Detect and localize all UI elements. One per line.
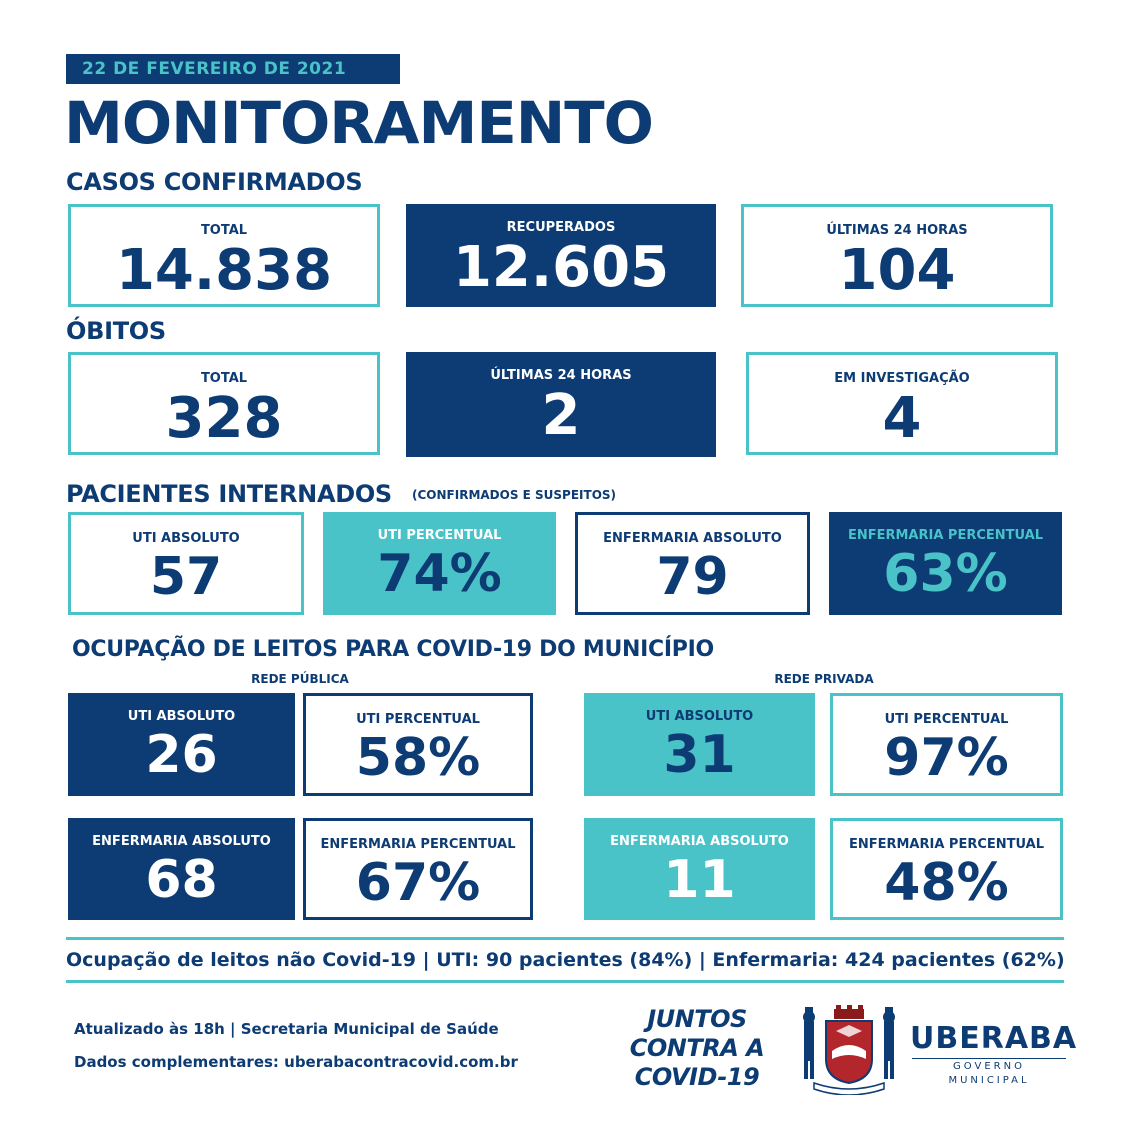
card-label: UTI ABSOLUTO bbox=[127, 709, 236, 724]
section-title-casos: CASOS CONFIRMADOS bbox=[66, 168, 363, 196]
card-value: 63% bbox=[883, 544, 1008, 604]
card-value: 31 bbox=[663, 725, 736, 785]
card-label: UTI PERCENTUAL bbox=[356, 712, 480, 727]
internados-enf-pct-card: ENFERMARIA PERCENTUAL 63% bbox=[829, 512, 1062, 615]
card-label: ENFERMARIA ABSOLUTO bbox=[610, 834, 789, 849]
gov-divider bbox=[912, 1058, 1066, 1059]
card-label: UTI ABSOLUTO bbox=[645, 709, 754, 724]
juntos-line-3: COVID-19 bbox=[634, 1063, 760, 1091]
card-label: ÚLTIMAS 24 HORAS bbox=[826, 223, 968, 238]
card-value: 11 bbox=[663, 850, 736, 910]
obitos-investigacao-card: EM INVESTIGAÇÃO 4 bbox=[746, 352, 1058, 455]
data-link[interactable]: Dados complementares: uberabacontracovid… bbox=[74, 1053, 518, 1071]
card-value: 26 bbox=[145, 725, 218, 785]
rede-publica-label: REDE PÚBLICA bbox=[251, 672, 349, 686]
card-label: EM INVESTIGAÇÃO bbox=[834, 371, 970, 386]
internados-enf-abs-card: ENFERMARIA ABSOLUTO 79 bbox=[575, 512, 810, 615]
city-name: UBERABA bbox=[910, 1021, 1078, 1056]
card-value: 14.838 bbox=[115, 238, 333, 303]
card-label: ENFERMARIA PERCENTUAL bbox=[847, 528, 1044, 543]
rede-privada-label: REDE PRIVADA bbox=[774, 672, 874, 686]
updated-info: Atualizado às 18h | Secretaria Municipal… bbox=[74, 1020, 499, 1038]
section-title-obitos: ÓBITOS bbox=[66, 317, 166, 345]
card-value: 48% bbox=[884, 853, 1009, 913]
internados-uti-abs-card: UTI ABSOLUTO 57 bbox=[68, 512, 304, 615]
section-title-ocupacao: OCUPAÇÃO DE LEITOS PARA COVID-19 DO MUNI… bbox=[72, 637, 714, 662]
page-title: MONITORAMENTO bbox=[64, 89, 654, 157]
card-label: UTI PERCENTUAL bbox=[884, 712, 1009, 727]
card-label: UTI ABSOLUTO bbox=[132, 531, 240, 546]
section-title-internados: PACIENTES INTERNADOS bbox=[66, 480, 392, 508]
obitos-total-card: TOTAL 328 bbox=[68, 352, 380, 455]
card-value: 97% bbox=[884, 728, 1009, 788]
card-label: ÚLTIMAS 24 HORAS bbox=[490, 368, 632, 383]
card-label: TOTAL bbox=[200, 223, 248, 238]
card-label: ENFERMARIA PERCENTUAL bbox=[848, 837, 1045, 852]
juntos-line-2: CONTRA A bbox=[629, 1034, 765, 1062]
publica-enf-abs-card: ENFERMARIA ABSOLUTO 68 bbox=[68, 818, 295, 920]
coat-of-arms-icon bbox=[796, 1003, 904, 1096]
card-label: UTI PERCENTUAL bbox=[377, 528, 502, 543]
noncovid-occupancy: Ocupação de leitos não Covid-19 | UTI: 9… bbox=[66, 949, 1065, 971]
card-label: TOTAL bbox=[200, 371, 248, 386]
card-value: 57 bbox=[149, 547, 223, 607]
section-note: (CONFIRMADOS E SUSPEITOS) bbox=[412, 488, 617, 502]
publica-uti-abs-card: UTI ABSOLUTO 26 bbox=[68, 693, 295, 796]
gov-label: GOVERNO MUNICIPAL bbox=[948, 1061, 1030, 1086]
card-value: 67% bbox=[355, 853, 481, 913]
privada-uti-abs-card: UTI ABSOLUTO 31 bbox=[584, 693, 815, 796]
card-value: 4 bbox=[882, 386, 922, 451]
juntos-logo: JUNTOS CONTRA A COVID-19 bbox=[622, 1005, 772, 1092]
date-banner: 22 DE FEVEREIRO DE 2021 bbox=[66, 54, 400, 84]
card-label: ENFERMARIA ABSOLUTO bbox=[603, 531, 782, 546]
card-value: 12.605 bbox=[452, 235, 670, 300]
publica-enf-pct-card: ENFERMARIA PERCENTUAL 67% bbox=[303, 818, 533, 920]
internados-uti-pct-card: UTI PERCENTUAL 74% bbox=[323, 512, 556, 615]
card-label: RECUPERADOS bbox=[506, 220, 616, 235]
privada-uti-pct-card: UTI PERCENTUAL 97% bbox=[830, 693, 1063, 796]
card-value: 74% bbox=[377, 544, 502, 604]
card-label: ENFERMARIA ABSOLUTO bbox=[92, 834, 271, 849]
card-value: 68 bbox=[145, 850, 218, 910]
card-value: 2 bbox=[541, 383, 581, 448]
casos-ultimas-card: ÚLTIMAS 24 HORAS 104 bbox=[741, 204, 1053, 307]
casos-recuperados-card: RECUPERADOS 12.605 bbox=[406, 204, 716, 307]
obitos-ultimas-card: ÚLTIMAS 24 HORAS 2 bbox=[406, 352, 716, 457]
juntos-line-1: JUNTOS bbox=[647, 1005, 747, 1033]
card-value: 79 bbox=[656, 547, 729, 607]
card-label: ENFERMARIA PERCENTUAL bbox=[320, 837, 516, 852]
privada-enf-pct-card: ENFERMARIA PERCENTUAL 48% bbox=[830, 818, 1063, 920]
card-value: 104 bbox=[838, 238, 956, 303]
casos-total-card: TOTAL 14.838 bbox=[68, 204, 380, 307]
divider-top bbox=[66, 937, 1064, 940]
publica-uti-pct-card: UTI PERCENTUAL 58% bbox=[303, 693, 533, 796]
card-value: 328 bbox=[165, 386, 283, 451]
card-value: 58% bbox=[355, 728, 481, 788]
divider-bottom bbox=[66, 980, 1064, 983]
privada-enf-abs-card: ENFERMARIA ABSOLUTO 11 bbox=[584, 818, 815, 920]
